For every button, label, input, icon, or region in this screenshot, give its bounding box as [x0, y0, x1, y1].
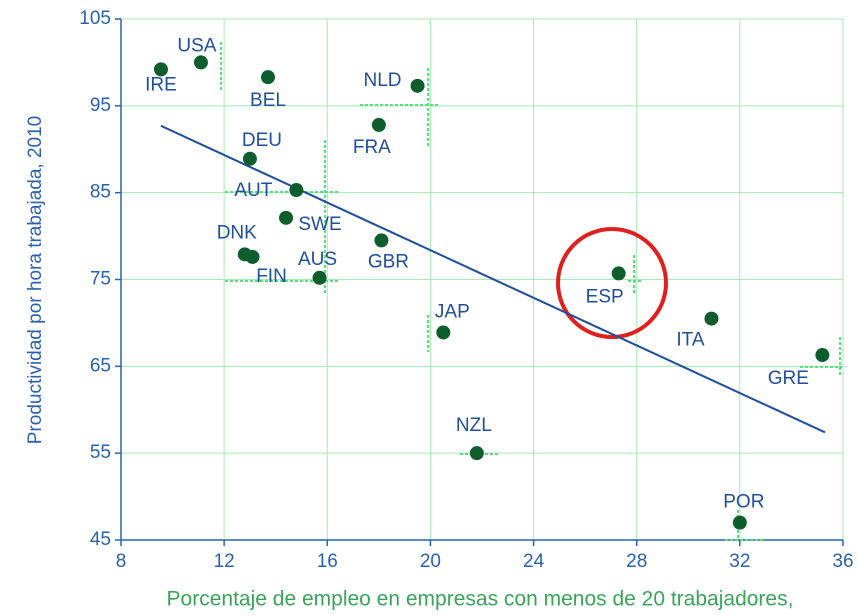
x-tick-label: 32 — [729, 551, 750, 572]
point-label: FRA — [353, 137, 391, 158]
point-label: ESP — [586, 286, 624, 307]
point — [312, 270, 327, 285]
point — [436, 325, 451, 340]
point-label: DEU — [242, 130, 282, 151]
highlight-circle — [556, 227, 668, 339]
x-tick-label: 24 — [523, 551, 545, 572]
y-tick-label: 95 — [90, 95, 111, 116]
x-tick-label: 12 — [214, 551, 235, 572]
point-label: FIN — [256, 266, 287, 287]
point-label: AUS — [298, 249, 337, 270]
point-label: DNK — [217, 222, 257, 243]
y-axis-label: Productividad por hora trabajada, 2010 — [25, 116, 46, 445]
y-tick-label: 55 — [90, 442, 111, 463]
point-label: NLD — [364, 70, 402, 91]
point — [704, 311, 719, 326]
point-label: IRE — [145, 74, 177, 95]
y-tick-label: 65 — [90, 355, 111, 376]
point — [279, 210, 294, 225]
point-label: NZL — [456, 415, 492, 436]
y-tick-label: 85 — [90, 182, 111, 203]
point — [732, 515, 747, 530]
point-label: SWE — [298, 214, 341, 235]
y-tick-label: 75 — [90, 269, 111, 290]
x-tick-label: 8 — [116, 551, 127, 572]
point-label: GRE — [768, 368, 809, 389]
point-label: AUT — [234, 180, 272, 201]
point — [245, 249, 260, 264]
point-label: BEL — [250, 90, 286, 111]
x-tick-label: 28 — [626, 551, 647, 572]
point — [153, 62, 168, 77]
point — [374, 233, 389, 248]
crosshairs — [220, 42, 842, 541]
x-tick-label: 36 — [832, 551, 853, 572]
point — [815, 348, 830, 363]
point-label: GBR — [368, 251, 409, 272]
y-tick-label: 45 — [90, 529, 111, 550]
x-axis-label: Porcentaje de empleo en empresas con men… — [167, 588, 794, 611]
point — [260, 70, 275, 85]
point — [469, 446, 484, 461]
point — [410, 78, 425, 93]
point — [289, 183, 304, 198]
point-label: POR — [723, 492, 764, 513]
point — [611, 266, 626, 281]
point-label: USA — [177, 35, 216, 56]
trend-line — [160, 124, 826, 434]
point-label: JAP — [435, 301, 470, 322]
x-tick-label: 16 — [317, 551, 338, 572]
y-tick-label: 105 — [79, 8, 111, 29]
point — [193, 55, 208, 70]
point — [242, 151, 257, 166]
point-label: ITA — [676, 330, 704, 351]
point — [371, 117, 386, 132]
x-tick-label: 20 — [420, 551, 441, 572]
